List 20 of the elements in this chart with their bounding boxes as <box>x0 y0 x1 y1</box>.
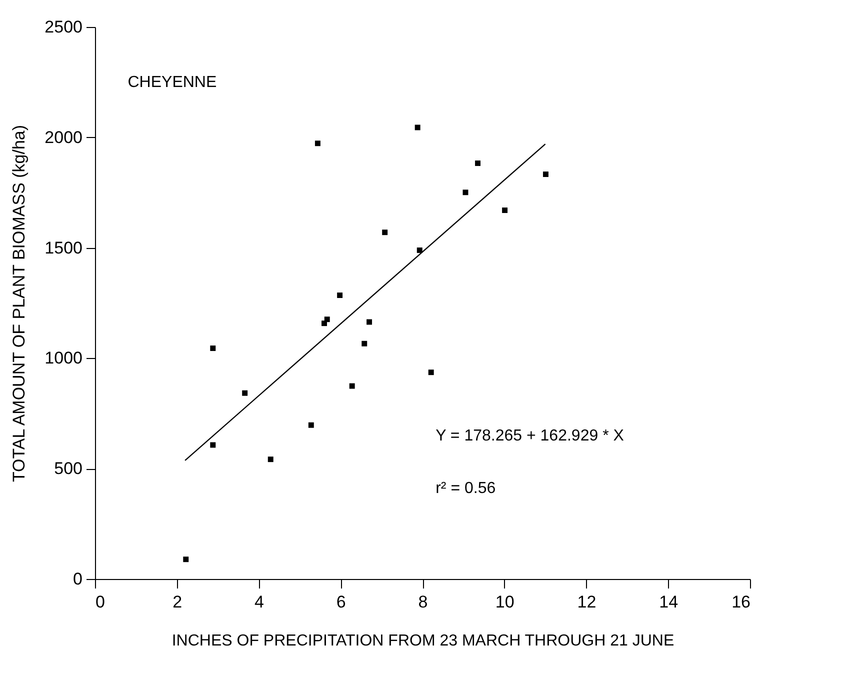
y-tick-label: 2500 <box>44 18 82 36</box>
x-axis-title: INCHES OF PRECIPITATION FROM 23 MARCH THROUGH 21 JUNE <box>172 632 674 650</box>
x-tick-label: 16 <box>732 592 750 612</box>
x-tick-label: 2 <box>172 592 182 612</box>
y-tick-label: 2000 <box>44 128 82 147</box>
y-tick-label: 500 <box>54 459 82 478</box>
y-tick-label: 1500 <box>44 238 82 258</box>
x-tick-label: 12 <box>577 592 596 612</box>
annotation: Y = 178.265 + 162.929 * X <box>436 427 624 444</box>
annotation: r² = 0.56 <box>436 480 496 497</box>
x-tick-label: 8 <box>418 592 428 612</box>
x-tick-label: 10 <box>495 592 514 612</box>
y-tick-label: 0 <box>73 570 82 588</box>
x-tick-label: 4 <box>254 592 264 612</box>
y-tick-label: 1000 <box>44 348 82 368</box>
annotation: CHEYENNE <box>128 74 217 92</box>
x-tick-label: 6 <box>336 592 346 612</box>
x-tick-label: 14 <box>659 592 678 612</box>
x-tick-label: 0 <box>96 592 105 612</box>
y-axis-title: TOTAL AMOUNT OF PLANT BIOMASS (kg/ha) <box>10 124 29 482</box>
